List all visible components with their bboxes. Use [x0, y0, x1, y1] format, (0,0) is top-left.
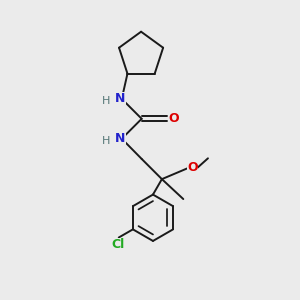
Text: H: H	[102, 96, 110, 106]
Text: Cl: Cl	[112, 238, 125, 251]
Text: N: N	[115, 92, 125, 105]
Text: O: O	[169, 112, 179, 125]
Text: N: N	[115, 132, 125, 145]
Text: O: O	[187, 161, 198, 174]
Text: H: H	[102, 136, 110, 146]
